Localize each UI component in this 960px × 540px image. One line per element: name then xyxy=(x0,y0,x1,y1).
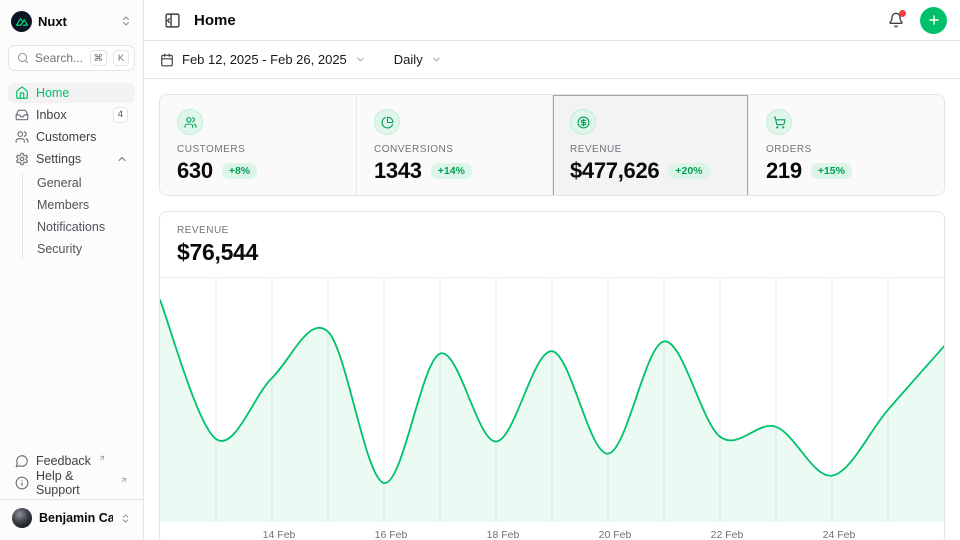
granularity-label: Daily xyxy=(394,52,423,67)
stat-value: 219 xyxy=(766,158,802,184)
sidebar-nav: Home Inbox 4 Customers Settings Ge xyxy=(8,83,135,259)
page-title: Home xyxy=(194,12,874,29)
sidebar-item-security[interactable]: Security xyxy=(23,239,135,259)
sidebar: Nuxt Search... ⌘ K Home Inbox 4 xyxy=(0,0,144,540)
sidebar-item-customers[interactable]: Customers xyxy=(8,127,135,147)
sidebar-collapse-button[interactable] xyxy=(159,7,185,33)
settings-subtree: General Members Notifications Security xyxy=(22,173,135,259)
date-range-picker[interactable]: Feb 12, 2025 - Feb 26, 2025 xyxy=(160,52,366,67)
sidebar-item-label: Inbox xyxy=(36,108,67,122)
user-name: Benjamin Canac xyxy=(39,511,113,525)
stat-card-conversions[interactable]: CONVERSIONS 1343 +14% xyxy=(356,95,552,196)
chevrons-up-down-icon xyxy=(120,513,131,524)
add-button[interactable] xyxy=(920,7,947,34)
stat-label: CUSTOMERS xyxy=(177,144,339,155)
user-menu[interactable]: Benjamin Canac xyxy=(0,499,143,540)
stat-change-badge: +15% xyxy=(811,163,852,180)
stat-card-orders[interactable]: ORDERS 219 +15% xyxy=(748,95,944,196)
plus-icon xyxy=(927,13,941,27)
inbox-count-badge: 4 xyxy=(113,107,128,123)
pie-chart-icon xyxy=(374,109,400,135)
sidebar-item-label: Home xyxy=(36,86,69,100)
chevron-down-icon xyxy=(431,54,442,65)
kbd-cmd: ⌘ xyxy=(90,50,108,66)
calendar-icon xyxy=(160,53,174,67)
revenue-chart-card: REVENUE $76,544 14 Feb 16 Feb 18 Feb 20 Feb… xyxy=(159,211,945,540)
search-placeholder: Search... xyxy=(35,51,84,65)
x-tick-label: 16 Feb xyxy=(375,529,408,540)
sidebar-item-label: Settings xyxy=(36,152,81,166)
stat-card-revenue[interactable]: REVENUE $477,626 +20% xyxy=(552,95,748,196)
chevron-down-icon xyxy=(355,54,366,65)
stat-card-customers[interactable]: CUSTOMERS 630 +8% xyxy=(160,95,356,196)
sidebar-item-notifications[interactable]: Notifications xyxy=(23,217,135,237)
inbox-icon xyxy=(15,108,29,122)
chart-plot-area xyxy=(160,278,944,522)
x-tick-label: 14 Feb xyxy=(263,529,296,540)
chevrons-up-down-icon xyxy=(120,15,132,27)
external-link-icon xyxy=(98,454,106,462)
workspace-name: Nuxt xyxy=(38,14,114,29)
chart-x-axis-labels: 14 Feb 16 Feb 18 Feb 20 Feb 22 Feb 24 Feb xyxy=(160,522,944,540)
dollar-circle-icon xyxy=(570,109,596,135)
cart-icon xyxy=(766,109,792,135)
chart-title: REVENUE xyxy=(177,225,927,236)
stat-change-badge: +8% xyxy=(222,163,257,180)
main-panel: Home Feb 12, 2025 - Feb 26, 2025 Daily xyxy=(144,0,960,540)
stat-change-badge: +20% xyxy=(668,163,709,180)
panel-left-close-icon xyxy=(164,12,181,29)
stat-label: REVENUE xyxy=(570,144,731,155)
main-header: Home xyxy=(144,0,960,41)
x-tick-label: 24 Feb xyxy=(823,529,856,540)
sidebar-item-label: Feedback xyxy=(36,454,91,468)
filters-toolbar: Feb 12, 2025 - Feb 26, 2025 Daily xyxy=(144,41,960,79)
house-icon xyxy=(15,86,29,100)
x-tick-label: 18 Feb xyxy=(487,529,520,540)
stat-value: 630 xyxy=(177,158,213,184)
stat-value: 1343 xyxy=(374,158,422,184)
sidebar-item-feedback[interactable]: Feedback xyxy=(8,451,135,471)
message-circle-icon xyxy=(15,454,29,468)
sidebar-footer: Feedback Help & Support xyxy=(8,451,135,499)
users-icon xyxy=(177,109,203,135)
avatar xyxy=(12,508,32,528)
x-tick-label: 20 Feb xyxy=(599,529,632,540)
sidebar-item-inbox[interactable]: Inbox 4 xyxy=(8,105,135,125)
nuxt-logo xyxy=(11,11,32,32)
info-icon xyxy=(15,476,29,490)
sidebar-item-help-support[interactable]: Help & Support xyxy=(8,473,135,493)
gear-icon xyxy=(15,152,29,166)
sidebar-item-general[interactable]: General xyxy=(23,173,135,193)
sidebar-item-settings[interactable]: Settings xyxy=(8,149,135,169)
sidebar-item-label: Customers xyxy=(36,130,96,144)
users-icon xyxy=(15,130,29,144)
granularity-select[interactable]: Daily xyxy=(394,52,442,67)
chevron-up-icon xyxy=(116,153,128,165)
stat-label: CONVERSIONS xyxy=(374,144,535,155)
dashboard-content: CUSTOMERS 630 +8% CONVERSIONS 1343 +14% xyxy=(144,79,960,540)
sidebar-item-members[interactable]: Members xyxy=(23,195,135,215)
stat-label: ORDERS xyxy=(766,144,927,155)
date-range-label: Feb 12, 2025 - Feb 26, 2025 xyxy=(182,52,347,67)
revenue-area-chart xyxy=(160,278,944,522)
search-icon xyxy=(17,52,29,64)
x-tick-label: 22 Feb xyxy=(711,529,744,540)
sidebar-item-label: Help & Support xyxy=(36,469,113,497)
chart-header-value: $76,544 xyxy=(177,239,927,266)
stat-value: $477,626 xyxy=(570,158,659,184)
search-input[interactable]: Search... ⌘ K xyxy=(8,45,135,71)
sidebar-item-home[interactable]: Home xyxy=(8,83,135,103)
workspace-switcher[interactable]: Nuxt xyxy=(8,10,135,32)
sidebar-spacer xyxy=(8,259,135,451)
notifications-button[interactable] xyxy=(883,7,909,33)
kbd-k: K xyxy=(113,50,129,66)
stats-grid: CUSTOMERS 630 +8% CONVERSIONS 1343 +14% xyxy=(159,94,945,196)
external-link-icon xyxy=(120,476,128,484)
chart-header: REVENUE $76,544 xyxy=(160,212,944,278)
stat-change-badge: +14% xyxy=(431,163,472,180)
unread-notification-dot xyxy=(899,10,906,17)
